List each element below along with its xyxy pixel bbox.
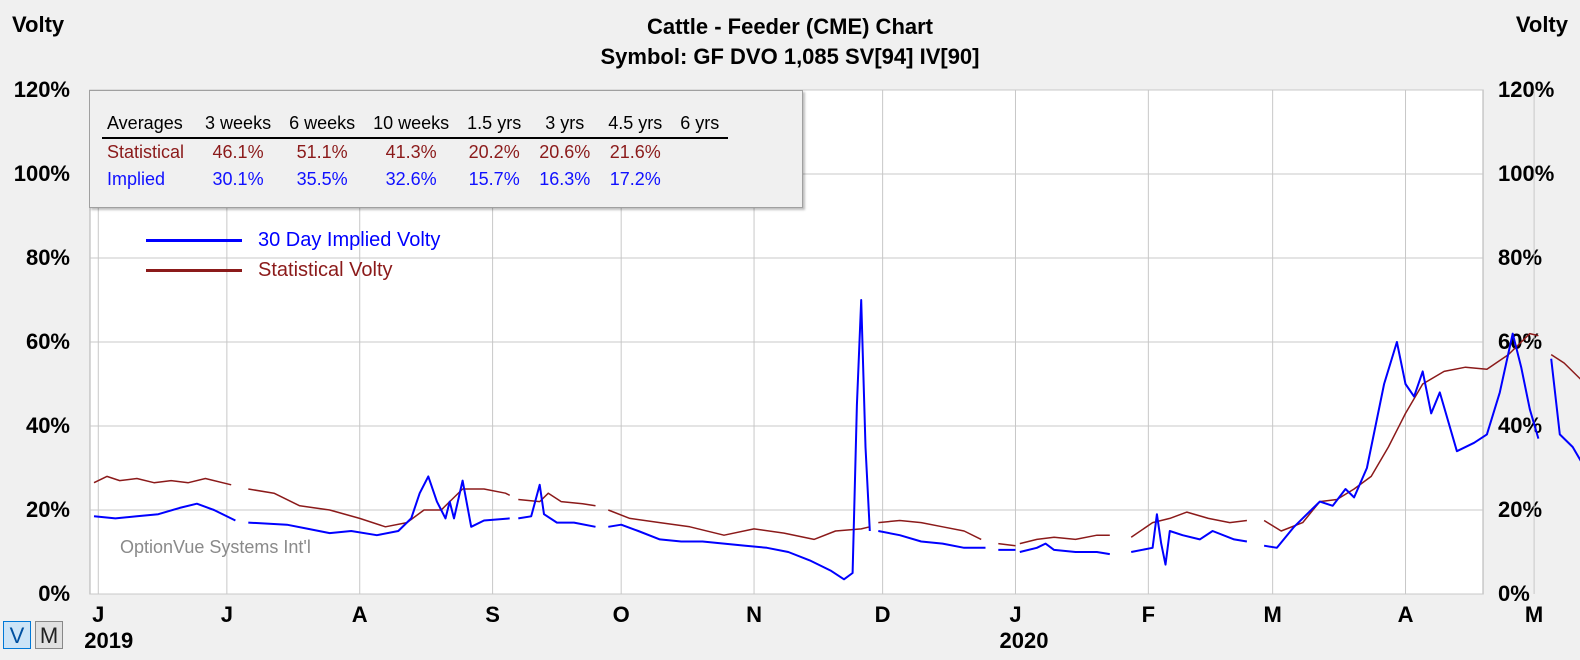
- averages-value-cell: 17.2%: [609, 169, 661, 189]
- statistical-volty-line: [1130, 511, 1247, 538]
- y-tick-label-left: 80%: [25, 245, 70, 270]
- x-tick-label: J: [92, 602, 105, 627]
- statistical-volty-line: [608, 509, 870, 541]
- year-label: 2020: [999, 628, 1049, 653]
- averages-table-box: Averages 3 weeks 6 weeks 10 weeks 1.5 yrs 3 y…: [89, 90, 803, 208]
- statistical-volty-line: [1019, 534, 1110, 545]
- averages-value-cell: 20.6%: [539, 142, 591, 162]
- implied-volty-line: [248, 475, 510, 537]
- averages-value-cell: 16.3%: [539, 169, 591, 189]
- y-tick-label-left: 100%: [13, 161, 70, 186]
- x-tick-label: O: [612, 602, 630, 627]
- y-tick-label-left: 20%: [25, 497, 70, 522]
- y-tick-label-right: 100%: [1498, 161, 1555, 186]
- x-tick-label: A: [1397, 602, 1414, 627]
- averages-row-label: Implied: [107, 169, 166, 189]
- legend-entry: 30 Day Implied Volty: [146, 229, 440, 252]
- y-tick-label-left: 0%: [38, 581, 70, 606]
- statistical-volty-line: [878, 519, 982, 541]
- implied-volty-line: [1131, 513, 1248, 566]
- x-tick-label: F: [1141, 602, 1156, 627]
- x-tick-label: M: [1263, 602, 1282, 627]
- x-tick-label: M: [1524, 602, 1544, 627]
- y-tick-label-right: 20%: [1498, 497, 1543, 522]
- x-tick-label: S: [485, 602, 500, 627]
- y-tick-label-right: 80%: [1498, 245, 1543, 270]
- averages-value-cell: 32.6%: [385, 169, 437, 189]
- x-tick-label: J: [1009, 602, 1022, 627]
- v-mode-button[interactable]: V: [3, 621, 31, 649]
- averages-row-implied: Implied 30.1% 35.5% 32.6% 15.7% 16.3% 17.2%: [102, 166, 728, 193]
- averages-header-cell: 4.5 yrs: [599, 109, 672, 139]
- statistical-volty-line: [1263, 332, 1539, 532]
- year-label: 2019: [84, 628, 134, 653]
- legend-swatch: [146, 239, 242, 242]
- legend-label: 30 Day Implied Volty: [258, 229, 441, 251]
- y-tick-label-right: 0%: [1498, 581, 1530, 606]
- averages-value-cell: 20.2%: [468, 142, 520, 162]
- watermark-text: OptionVue Systems Int'l: [120, 537, 311, 557]
- averages-value-cell: 51.1%: [296, 142, 348, 162]
- y-axis-label-right: Volty: [1515, 12, 1568, 37]
- y-tick-label-left: 120%: [13, 77, 70, 102]
- implied-volty-line: [1019, 542, 1110, 556]
- y-tick-label-left: 60%: [25, 329, 70, 354]
- averages-value-cell: 30.1%: [212, 169, 264, 189]
- series-lines: [93, 299, 1580, 581]
- x-tick-label: D: [874, 602, 891, 627]
- y-tick-label-right: 60%: [1498, 329, 1543, 354]
- averages-header-cell: 10 weeks: [364, 109, 459, 139]
- legend-label: Statistical Volty: [258, 259, 393, 281]
- y-tick-label-left: 40%: [25, 413, 70, 438]
- statistical-volty-line: [93, 475, 232, 486]
- legend-entry: Statistical Volty: [146, 259, 393, 282]
- x-tick-label: A: [351, 602, 368, 627]
- implied-volty-line: [1263, 332, 1540, 549]
- y-tick-label-right: 120%: [1498, 77, 1555, 102]
- averages-header-cell: Averages: [102, 109, 197, 139]
- implied-volty-line: [608, 299, 871, 581]
- x-tick-label: N: [746, 602, 762, 627]
- averages-value-cell: 21.6%: [609, 142, 661, 162]
- y-axis-label-left: Volty: [12, 12, 65, 37]
- averages-value-cell: 46.1%: [212, 142, 264, 162]
- x-tick-label: J: [220, 602, 233, 627]
- averages-header-cell: 3 yrs: [530, 109, 600, 139]
- averages-value-cell: 41.3%: [385, 142, 437, 162]
- chart-title: Cattle - Feeder (CME) Chart: [646, 14, 934, 39]
- m-mode-button[interactable]: M: [35, 621, 63, 649]
- averages-header-cell: 6 weeks: [280, 109, 365, 139]
- averages-header-cell: 3 weeks: [196, 109, 281, 139]
- implied-volty-line: [93, 502, 236, 522]
- averages-row-label: Statistical: [107, 142, 185, 162]
- averages-header-row: Averages 3 weeks 6 weeks 10 weeks 1.5 yrs 3 y…: [102, 109, 729, 139]
- statistical-volty-line: [998, 542, 1016, 547]
- statistical-volty-line: [1550, 353, 1580, 380]
- averages-row-statistical: Statistical 46.1% 51.1% 41.3% 20.2% 20.6% 21.6…: [102, 138, 728, 166]
- averages-header-cell: 1.5 yrs: [458, 109, 531, 139]
- averages-table: Averages 3 weeks 6 weeks 10 weeks 1.5 yrs 3 y…: [102, 109, 729, 193]
- implied-volty-line: [518, 483, 596, 528]
- implied-volty-line: [878, 530, 986, 549]
- averages-value-cell: [671, 138, 728, 166]
- chart-subtitle: Symbol: GF DVO 1,085 SV[94] IV[90]: [600, 44, 980, 69]
- averages-header-cell: 6 yrs: [671, 109, 729, 139]
- implied-volty-line: [1550, 358, 1580, 462]
- averages-value-cell: [671, 166, 728, 193]
- averages-value-cell: 15.7%: [468, 169, 520, 189]
- averages-value-cell: 35.5%: [296, 169, 348, 189]
- legend-swatch: [146, 269, 242, 272]
